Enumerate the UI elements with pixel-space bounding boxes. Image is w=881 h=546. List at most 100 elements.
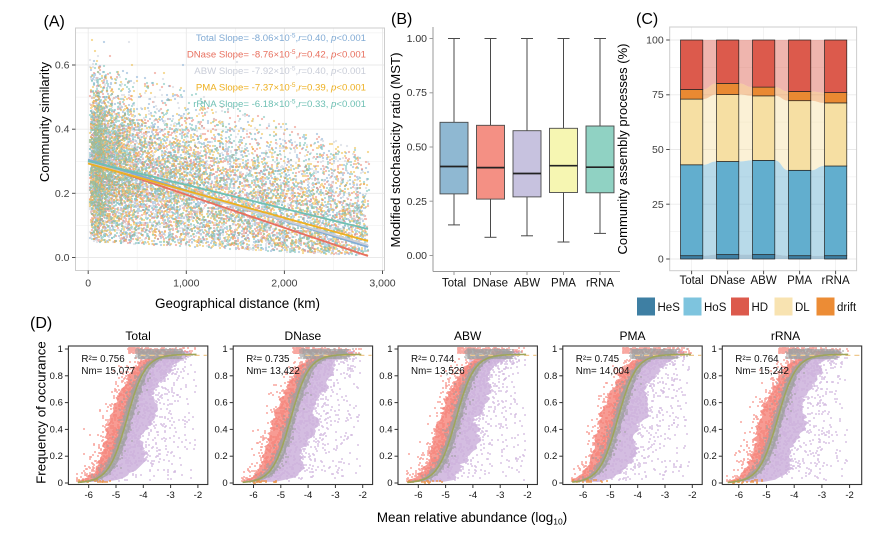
svg-text:-5: -5 [441,490,449,501]
svg-text:ABW: ABW [514,278,540,290]
svg-text:Nm= 15,077: Nm= 15,077 [81,366,135,377]
svg-text:Total: Total [442,278,466,290]
svg-text:0.25: 0.25 [407,196,428,208]
svg-text:0.2: 0.2 [214,451,227,462]
svg-text:-2: -2 [523,490,531,501]
svg-text:Geographical distance (km): Geographical distance (km) [155,296,320,311]
svg-text:-3: -3 [166,490,174,501]
svg-text:0.2: 0.2 [379,451,392,462]
svg-text:Total: Total [125,329,150,343]
svg-text:Total Slope= -8.06×10-5,r=0.40: Total Slope= -8.06×10-5,r=0.40, p<0.001 [196,33,366,45]
svg-text:0.8: 0.8 [704,371,717,382]
svg-text:-2: -2 [194,490,202,501]
svg-text:0.0: 0.0 [55,252,70,264]
svg-text:0.00: 0.00 [407,250,428,262]
svg-text:0.4: 0.4 [55,124,70,136]
svg-text:1.00: 1.00 [407,33,428,45]
svg-text:3,000: 3,000 [369,278,395,290]
svg-text:(B): (B) [391,11,412,28]
svg-text:0.8: 0.8 [214,371,227,382]
svg-text:0.2: 0.2 [50,451,63,462]
svg-text:0.6: 0.6 [214,398,227,409]
svg-text:1,000: 1,000 [173,278,199,290]
svg-text:Nm= 15,242: Nm= 15,242 [735,366,789,377]
svg-text:R²= 0.744: R²= 0.744 [411,354,455,365]
svg-text:0.4: 0.4 [214,424,227,435]
svg-text:rRNA: rRNA [822,275,850,287]
svg-text:DNase: DNase [473,278,508,290]
svg-text:PMA Slope= -7.37×10-5,r=0.39,: PMA Slope= -7.37×10-5,r=0.39, p<0.001 [196,82,366,94]
svg-text:25: 25 [652,199,664,211]
svg-text:-6: -6 [84,490,92,501]
svg-text:0.50: 0.50 [407,142,428,154]
svg-text:-6: -6 [735,490,743,501]
svg-text:0.2: 0.2 [704,451,717,462]
svg-text:0.8: 0.8 [50,371,63,382]
svg-text:DNase: DNase [710,275,745,287]
svg-text:-4: -4 [633,490,641,501]
svg-text:Mean relative abundance (log10: Mean relative abundance (log10) [377,510,567,527]
svg-text:rRNA Slope= -6.18×10-5,r=0.33,: rRNA Slope= -6.18×10-5,r=0.33, p<0.001 [193,99,366,111]
svg-text:-5: -5 [606,490,614,501]
svg-text:0.4: 0.4 [704,424,717,435]
svg-text:0: 0 [85,278,91,290]
svg-text:0.75: 0.75 [407,87,428,99]
svg-text:0.6: 0.6 [55,60,70,72]
svg-text:HoS: HoS [704,302,727,314]
svg-text:HD: HD [752,302,769,314]
svg-text:0: 0 [658,254,664,266]
svg-text:0.4: 0.4 [50,424,63,435]
svg-text:0: 0 [58,478,63,489]
svg-text:-4: -4 [790,490,798,501]
svg-text:1: 1 [222,344,227,355]
svg-text:-4: -4 [304,490,312,501]
svg-text:0.2: 0.2 [55,188,70,200]
svg-text:0.6: 0.6 [704,398,717,409]
svg-text:2,000: 2,000 [271,278,297,290]
svg-text:R²= 0.756: R²= 0.756 [81,354,125,365]
svg-text:0.2: 0.2 [544,451,557,462]
svg-text:Community assembly processes (: Community assembly processes (%) [615,44,630,255]
svg-text:-5: -5 [112,490,120,501]
svg-text:0: 0 [712,478,717,489]
svg-text:DNase Slope= -8.76×10-5,r=0.42: DNase Slope= -8.76×10-5,r=0.42, p<0.001 [187,49,366,61]
svg-text:rRNA: rRNA [771,329,800,343]
svg-text:ABW: ABW [454,329,482,343]
svg-text:Nm= 14,004: Nm= 14,004 [576,366,630,377]
svg-text:R²= 0.735: R²= 0.735 [246,354,290,365]
svg-text:0.8: 0.8 [379,371,392,382]
svg-text:-3: -3 [496,490,504,501]
svg-text:-6: -6 [249,490,257,501]
svg-text:DNase: DNase [285,329,322,343]
svg-text:0.4: 0.4 [379,424,392,435]
svg-text:R²= 0.764: R²= 0.764 [735,354,779,365]
svg-text:Frequency of occurance: Frequency of occurance [34,341,49,484]
svg-text:1: 1 [712,344,717,355]
svg-text:(D): (D) [30,315,52,332]
svg-text:Community similarity: Community similarity [37,62,52,182]
svg-text:Modified stochasticity ratio (: Modified stochasticity ratio (MST) [388,53,403,248]
svg-text:0: 0 [387,478,392,489]
svg-text:(A): (A) [44,14,65,31]
svg-text:0: 0 [552,478,557,489]
svg-text:Total: Total [679,275,703,287]
svg-text:Nm= 13,526: Nm= 13,526 [411,366,465,377]
svg-text:50: 50 [652,144,664,156]
svg-text:-2: -2 [688,490,696,501]
svg-text:75: 75 [652,89,664,101]
svg-text:Nm= 13,422: Nm= 13,422 [246,366,300,377]
svg-text:-4: -4 [469,490,477,501]
svg-text:100: 100 [646,35,664,47]
svg-text:0.8: 0.8 [544,371,557,382]
svg-text:-5: -5 [762,490,770,501]
svg-text:0: 0 [222,478,227,489]
svg-text:PMA: PMA [787,275,812,287]
svg-text:0.6: 0.6 [544,398,557,409]
svg-text:R²= 0.745: R²= 0.745 [576,354,620,365]
svg-text:(C): (C) [636,11,658,28]
svg-text:-3: -3 [661,490,669,501]
svg-text:1: 1 [387,344,392,355]
svg-text:ABW Slope= -7.92×10-5,r=0.40,: ABW Slope= -7.92×10-5,r=0.40, p<0.001 [194,66,366,78]
svg-text:-2: -2 [845,490,853,501]
svg-text:rRNA: rRNA [586,278,614,290]
